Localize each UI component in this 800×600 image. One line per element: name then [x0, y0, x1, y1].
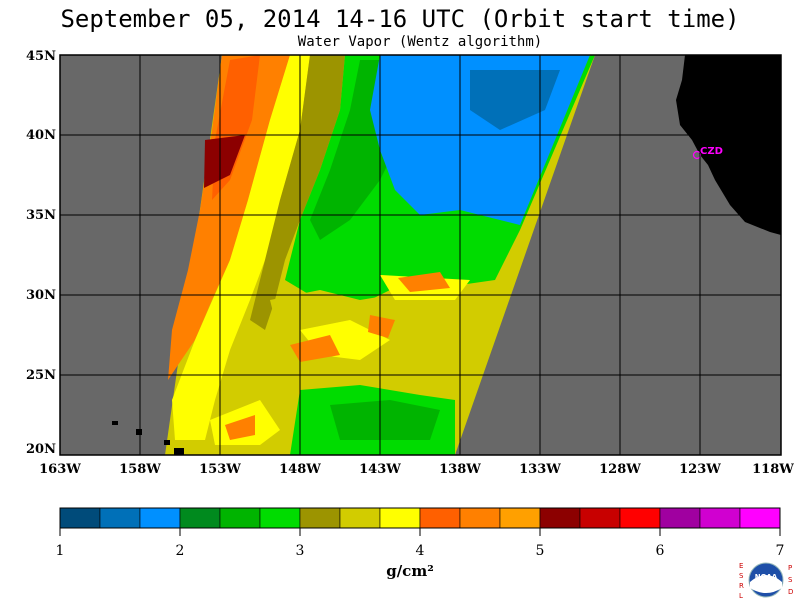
colorbar-swatch	[219, 507, 261, 529]
lat-label-20: 20N	[26, 442, 56, 457]
lat-label-45: 45N	[26, 49, 56, 64]
noaa-esrl-psd-logo: NOAA E S R L P S D	[739, 562, 793, 600]
colorbar-swatch	[99, 507, 141, 529]
north-america-coast	[676, 55, 781, 235]
colorbar-tick-1: 1	[55, 543, 65, 559]
svg-text:S: S	[739, 572, 744, 580]
lon-label-143: 143W	[359, 462, 401, 477]
lon-label-138: 138W	[439, 462, 481, 477]
colorbar-swatch	[299, 507, 341, 529]
lon-label-158: 158W	[119, 462, 161, 477]
colorbar-swatch	[699, 507, 741, 529]
lat-label-40: 40N	[26, 128, 56, 143]
colorbar-tick-7: 7	[775, 543, 785, 559]
lat-label-25: 25N	[26, 368, 56, 383]
lon-label-133: 133W	[519, 462, 561, 477]
lat-label-35: 35N	[26, 208, 56, 223]
colorbar-swatch	[259, 507, 301, 529]
satellite-swath	[165, 55, 595, 455]
lat-label-30: 30N	[26, 288, 56, 303]
station-label: CZD	[700, 146, 723, 157]
colorbar-swatch	[139, 507, 181, 529]
svg-text:R: R	[739, 582, 744, 590]
svg-text:L: L	[739, 592, 743, 600]
colorbar-swatch	[619, 507, 661, 529]
svg-text:P: P	[788, 564, 792, 572]
svg-text:E: E	[739, 562, 743, 570]
colorbar-swatch	[339, 507, 381, 529]
lon-label-118: 118W	[752, 462, 794, 477]
colorbar-swatch	[179, 507, 221, 529]
map-frame-group	[59, 54, 782, 456]
colorbar-border	[59, 507, 781, 529]
colorbar-tick-2: 2	[175, 543, 185, 559]
colorbar-tick-5: 5	[535, 543, 545, 559]
colorbar-swatch	[379, 507, 421, 529]
hawaii-islands	[112, 421, 184, 455]
colorbar-swatch	[59, 507, 101, 529]
colorbar-swatch	[419, 507, 461, 529]
colorbar-swatch	[739, 507, 781, 529]
map-title: September 05, 2014 14-16 UTC (Orbit star…	[60, 5, 740, 33]
svg-text:NOAA: NOAA	[755, 573, 778, 581]
colorbar-swatch	[459, 507, 501, 529]
colorbar-swatch	[539, 507, 581, 529]
map-subtitle: Water Vapor (Wentz algorithm)	[297, 34, 543, 50]
svg-text:S: S	[788, 576, 793, 584]
lon-label-153: 153W	[199, 462, 241, 477]
lon-label-163: 163W	[39, 462, 81, 477]
colorbar-swatch	[579, 507, 621, 529]
colorbar-tick-6: 6	[655, 543, 665, 559]
lon-label-123: 123W	[679, 462, 721, 477]
map-border	[59, 54, 782, 456]
colorbar	[59, 507, 781, 536]
svg-text:D: D	[788, 588, 793, 596]
lon-label-148: 148W	[279, 462, 321, 477]
colorbar-swatch	[659, 507, 701, 529]
graticule	[60, 55, 781, 455]
colorbar-units: g/cm²	[386, 562, 434, 580]
colorbar-tick-3: 3	[295, 543, 305, 559]
colorbar-tick-4: 4	[415, 543, 425, 559]
colorbar-swatch	[499, 507, 541, 529]
lon-label-128: 128W	[599, 462, 641, 477]
